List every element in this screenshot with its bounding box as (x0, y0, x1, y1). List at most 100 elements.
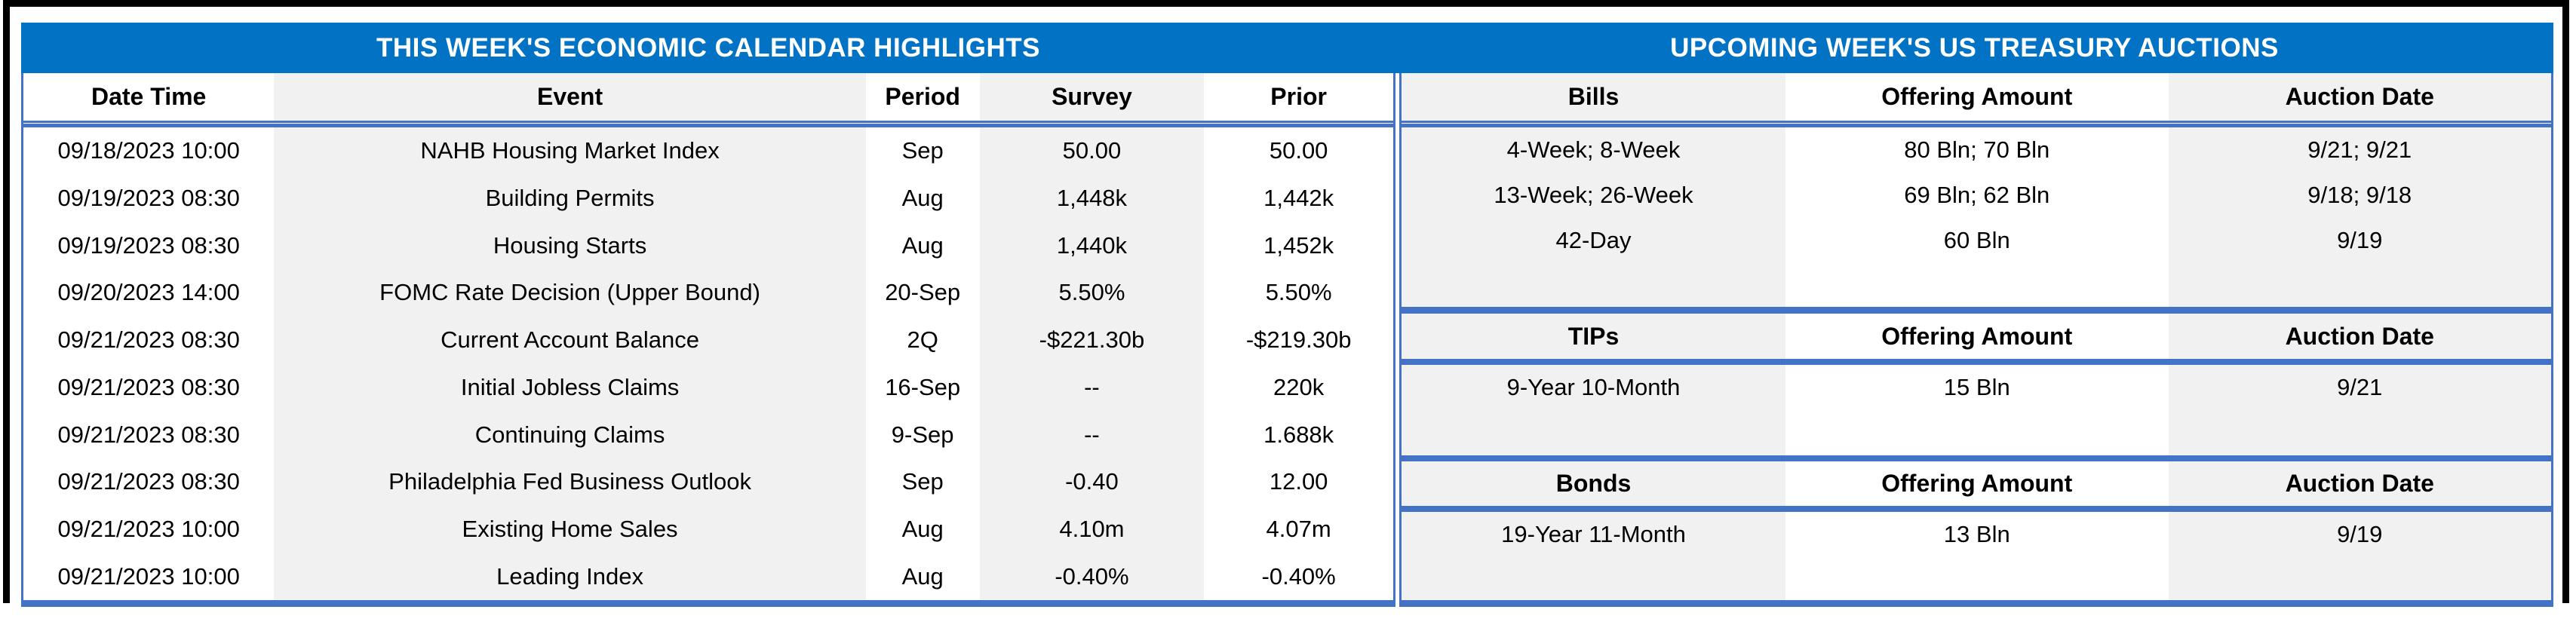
cell-auction-date: 9/21; 9/21 (2168, 127, 2551, 173)
col-header-bonds: Bonds (1402, 461, 1786, 506)
table-row: 42-Day 60 Bln 9/19 (1402, 218, 2551, 263)
cell-date-time: 09/21/2023 08:30 (23, 458, 275, 506)
header-divider-line (1402, 506, 2551, 512)
table-row: 4-Week; 8-Week 80 Bln; 70 Bln 9/21; 9/21 (1402, 127, 2551, 173)
cell-event: Leading Index (274, 553, 866, 601)
section-divider (1402, 307, 2551, 314)
empty-cell (1785, 557, 2169, 600)
col-header-prior: Prior (1204, 73, 1393, 121)
calendar-title-area: THIS WEEK'S ECONOMIC CALENDAR HIGHLIGHTS (21, 23, 1395, 73)
calendar-title: THIS WEEK'S ECONOMIC CALENDAR HIGHLIGHTS (376, 32, 1040, 63)
empty-cell (1785, 263, 2169, 307)
cell-period: Aug (865, 222, 980, 270)
cell-survey: -0.40% (979, 553, 1205, 601)
cell-prior: 5.50% (1204, 269, 1393, 317)
table-row: 19-Year 11-Month 13 Bln 9/19 (1402, 512, 2551, 557)
empty-row (1402, 263, 2551, 307)
cell-period: 2Q (865, 316, 980, 364)
table-row: 09/21/2023 08:30 Continuing Claims 9-Sep… (23, 411, 1393, 458)
cell-event: Building Permits (274, 174, 866, 222)
auctions-title-area: UPCOMING WEEK'S US TREASURY AUCTIONS (1395, 23, 2553, 73)
cell-event: NAHB Housing Market Index (274, 127, 866, 175)
col-header-survey: Survey (979, 73, 1205, 121)
table-bottom-border (1402, 600, 2551, 607)
table-row: 9-Year 10-Month 15 Bln 9/21 (1402, 365, 2551, 410)
col-header-tips: TIPs (1402, 314, 1786, 359)
cell-tips-term: 9-Year 10-Month (1402, 365, 1786, 410)
cell-prior: 1,442k (1204, 174, 1393, 222)
table-row: 09/21/2023 08:30 Current Account Balance… (23, 316, 1393, 364)
economic-calendar-table: Date Time Event Period Survey Prior 09/1… (21, 73, 1395, 607)
col-header-offering-amount: Offering Amount (1785, 314, 2169, 359)
cell-date-time: 09/21/2023 08:30 (23, 363, 275, 412)
empty-cell (1402, 410, 1786, 455)
cell-auction-date: 9/21 (2168, 365, 2551, 410)
cell-survey: 4.10m (979, 505, 1205, 553)
cell-date-time: 09/21/2023 08:30 (23, 316, 275, 364)
col-header-period: Period (865, 73, 980, 121)
cell-event: Housing Starts (274, 222, 866, 270)
col-header-auction-date: Auction Date (2168, 314, 2551, 359)
cell-prior: -0.40% (1204, 553, 1393, 601)
col-header-offering-amount: Offering Amount (1785, 461, 2169, 506)
empty-cell (1785, 410, 2169, 455)
empty-cell (2168, 263, 2551, 307)
cell-date-time: 09/21/2023 10:00 (23, 505, 275, 553)
empty-cell (2168, 410, 2551, 455)
cell-auction-date: 9/18; 9/18 (2168, 173, 2551, 218)
cell-survey: -- (979, 363, 1205, 412)
calendar-body: 09/18/2023 10:00 NAHB Housing Market Ind… (23, 127, 1393, 601)
empty-cell (2168, 557, 2551, 600)
cell-period: Aug (865, 505, 980, 553)
cell-prior: 12.00 (1204, 458, 1393, 506)
cell-date-time: 09/21/2023 10:00 (23, 553, 275, 601)
cell-event: Initial Jobless Claims (274, 363, 866, 412)
cell-date-time: 09/21/2023 08:30 (23, 411, 275, 458)
table-row: 09/21/2023 08:30 Initial Jobless Claims … (23, 363, 1393, 412)
table-row: 09/18/2023 10:00 NAHB Housing Market Ind… (23, 127, 1393, 175)
cell-event: Existing Home Sales (274, 505, 866, 553)
col-header-date-time: Date Time (23, 73, 275, 121)
cell-period: Sep (865, 127, 980, 175)
table-row: 13-Week; 26-Week 69 Bln; 62 Bln 9/18; 9/… (1402, 173, 2551, 218)
cell-offering-amount: 15 Bln (1785, 365, 2169, 410)
title-band: THIS WEEK'S ECONOMIC CALENDAR HIGHLIGHTS… (21, 23, 2553, 73)
empty-row (1402, 557, 2551, 600)
header-divider-line (1402, 359, 2551, 365)
cell-period: 16-Sep (865, 363, 980, 412)
col-header-event: Event (274, 73, 866, 121)
table-bottom-border (23, 600, 1393, 607)
tips-body: 9-Year 10-Month 15 Bln 9/21 (1402, 365, 2551, 455)
table-row: 09/20/2023 14:00 FOMC Rate Decision (Upp… (23, 269, 1393, 317)
cell-event: Continuing Claims (274, 411, 866, 458)
bonds-body: 19-Year 11-Month 13 Bln 9/19 (1402, 512, 2551, 600)
bills-header-row: Bills Offering Amount Auction Date (1402, 73, 2551, 121)
cell-prior: 220k (1204, 363, 1393, 412)
section-divider (1402, 455, 2551, 461)
empty-cell (1402, 263, 1786, 307)
cell-date-time: 09/19/2023 08:30 (23, 222, 275, 270)
cell-date-time: 09/19/2023 08:30 (23, 174, 275, 222)
col-header-bills: Bills (1402, 73, 1786, 121)
cell-prior: 1,452k (1204, 222, 1393, 270)
cell-prior: 4.07m (1204, 505, 1393, 553)
empty-row (1402, 410, 2551, 455)
cell-date-time: 09/20/2023 14:00 (23, 269, 275, 317)
col-header-offering-amount: Offering Amount (1785, 73, 2169, 121)
cell-survey: 5.50% (979, 269, 1205, 317)
cell-offering-amount: 60 Bln (1785, 218, 2169, 263)
cell-period: 20-Sep (865, 269, 980, 317)
cell-prior: -$219.30b (1204, 316, 1393, 364)
empty-cell (1402, 557, 1786, 600)
cell-event: Current Account Balance (274, 316, 866, 364)
table-row: 09/19/2023 08:30 Housing Starts Aug 1,44… (23, 222, 1393, 270)
tips-header-row: TIPs Offering Amount Auction Date (1402, 314, 2551, 359)
col-header-auction-date: Auction Date (2168, 73, 2551, 121)
auctions-title: UPCOMING WEEK'S US TREASURY AUCTIONS (1670, 32, 2279, 63)
cell-event: Philadelphia Fed Business Outlook (274, 458, 866, 506)
cell-offering-amount: 69 Bln; 62 Bln (1785, 173, 2169, 218)
table-row: 09/21/2023 10:00 Leading Index Aug -0.40… (23, 553, 1393, 601)
treasury-auctions-table: Bills Offering Amount Auction Date 4-Wee… (1399, 73, 2553, 607)
cell-survey: -$221.30b (979, 316, 1205, 364)
cell-event: FOMC Rate Decision (Upper Bound) (274, 269, 866, 317)
